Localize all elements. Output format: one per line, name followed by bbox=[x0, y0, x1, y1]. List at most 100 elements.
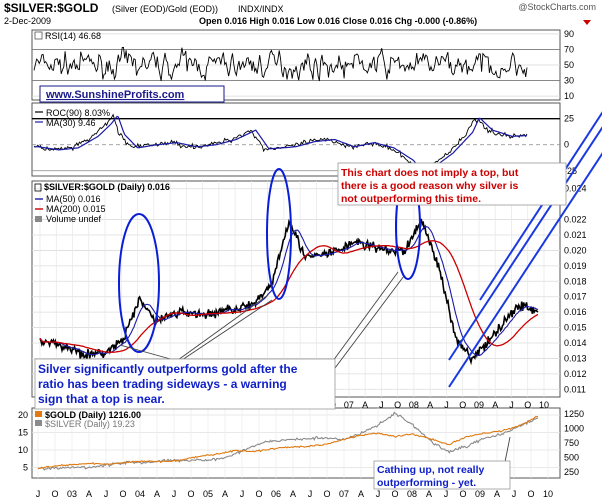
rsi-tick-label: 90 bbox=[564, 29, 574, 39]
bottom-x-label: 03 bbox=[67, 489, 77, 499]
price-tick-label: 0.019 bbox=[564, 261, 587, 271]
bottom-x-label: J bbox=[376, 489, 381, 499]
bottom-x-label: J bbox=[104, 489, 109, 499]
annotation-box-bottom bbox=[373, 460, 511, 490]
price-line bbox=[39, 218, 539, 366]
bottom-x-label: J bbox=[172, 489, 177, 499]
highlight-ellipse-2006 bbox=[266, 168, 292, 300]
roc-tick-label: 25 bbox=[564, 114, 574, 124]
annotation-mid-line2: ratio has been trading sideways - a warn… bbox=[38, 377, 287, 391]
price-legend-swatch bbox=[34, 183, 42, 192]
bottom-x-label: A bbox=[154, 489, 160, 499]
rsi-legend-swatch bbox=[34, 31, 43, 40]
price-x-label: A bbox=[492, 400, 498, 410]
bottom-x-label: O bbox=[119, 489, 126, 499]
gold-silver-series-group bbox=[37, 411, 539, 471]
channel-line-lower bbox=[448, 152, 602, 388]
rsi-series bbox=[33, 46, 528, 82]
bottom-x-label: A bbox=[426, 489, 432, 499]
pointer-line bbox=[334, 275, 405, 369]
chart-symbol: $SILVER:$GOLD bbox=[4, 1, 99, 15]
gold-axis-label: 750 bbox=[564, 438, 579, 448]
annotation-top-line2: there is a good reason why silver is bbox=[341, 180, 519, 192]
price-x-label: 09 bbox=[474, 400, 484, 410]
bottom-x-label: 06 bbox=[271, 489, 281, 499]
volume-legend-swatch bbox=[35, 216, 42, 222]
pointer-line bbox=[119, 344, 175, 361]
silver-legend: $SILVER (Daily) 19.23 bbox=[45, 419, 135, 429]
price-tick-label: 0.013 bbox=[564, 353, 587, 363]
roc-ma-line bbox=[34, 115, 528, 175]
pointer-line bbox=[181, 299, 273, 361]
gold-axis-label: 1000 bbox=[564, 423, 584, 433]
ma200-line bbox=[39, 240, 539, 353]
price-x-label: O bbox=[394, 400, 401, 410]
price-x-label: J bbox=[379, 400, 384, 410]
annotation-bottom-line1: Cathing up, not really bbox=[377, 464, 484, 476]
volume-legend: Volume undef bbox=[46, 214, 102, 224]
price-tick-label: 0.017 bbox=[564, 292, 587, 302]
price-x-label: A bbox=[427, 400, 433, 410]
highlight-ellipse-2004 bbox=[118, 213, 160, 353]
bottom-x-label: O bbox=[187, 489, 194, 499]
price-tick-label: 0.024 bbox=[564, 184, 587, 194]
stockcharts-watermark: @StockCharts.com bbox=[518, 2, 596, 12]
rsi-line bbox=[33, 46, 528, 82]
down-arrow-icon bbox=[583, 20, 591, 25]
rsi-legend: RSI(14) 46.68 bbox=[45, 31, 101, 41]
bottom-x-label: J bbox=[444, 489, 449, 499]
annotation-top-line1: This chart does not imply a top, but bbox=[341, 167, 519, 179]
price-tick-label: 0.015 bbox=[564, 323, 587, 333]
website-link[interactable]: www.SunshineProfits.com bbox=[45, 89, 185, 101]
roc-tick-label: -25 bbox=[564, 166, 577, 176]
bottom-x-label: O bbox=[391, 489, 398, 499]
channel-line-mid bbox=[448, 126, 602, 361]
gold-legend-swatch bbox=[35, 411, 42, 417]
annotation-bottom-line2: outperforming - yet. bbox=[377, 477, 476, 489]
bottom-x-label: A bbox=[222, 489, 228, 499]
price-tick-label: 0.016 bbox=[564, 307, 587, 317]
price-x-label: O bbox=[524, 400, 531, 410]
chart-description: (Silver (EOD)/Gold (EOD)) bbox=[112, 4, 218, 14]
bottom-x-label: J bbox=[36, 489, 41, 499]
bottom-x-label: 08 bbox=[407, 489, 417, 499]
bottom-x-label: J bbox=[240, 489, 245, 499]
website-link-box[interactable] bbox=[39, 85, 225, 103]
silver-legend-swatch bbox=[35, 420, 42, 426]
annotation-top-line3: not outperforming this time. bbox=[341, 193, 481, 205]
silver-axis-label: 15 bbox=[18, 428, 28, 438]
annotation-box-top bbox=[337, 162, 567, 206]
silver-axis-label: 5 bbox=[23, 463, 28, 473]
ma200-legend: MA(200) 0.015 bbox=[46, 204, 106, 214]
gold-axis-label: 1250 bbox=[564, 409, 584, 419]
price-x-label: 08 bbox=[409, 400, 419, 410]
price-x-label: O bbox=[459, 400, 466, 410]
price-tick-label: 0.020 bbox=[564, 245, 587, 255]
price-series-group bbox=[39, 218, 539, 366]
bottom-x-label: O bbox=[459, 489, 466, 499]
gold-legend: $GOLD (Daily) 1216.00 bbox=[45, 410, 141, 420]
bottom-x-label: J bbox=[512, 489, 517, 499]
bottom-x-label: O bbox=[323, 489, 330, 499]
price-x-label: 07 bbox=[344, 400, 354, 410]
bottom-x-label: 07 bbox=[339, 489, 349, 499]
bottom-x-label: A bbox=[494, 489, 500, 499]
bottom-x-label: O bbox=[51, 489, 58, 499]
gold-axis-label: 500 bbox=[564, 453, 579, 463]
bottom-x-label: 05 bbox=[203, 489, 213, 499]
price-x-label: A bbox=[362, 400, 368, 410]
chart-date: 2-Dec-2009 bbox=[4, 16, 51, 26]
chart-exchange: INDX/INDX bbox=[238, 4, 284, 14]
rsi-tick-label: 10 bbox=[564, 91, 574, 101]
bottom-x-label: 09 bbox=[475, 489, 485, 499]
gold-line bbox=[37, 415, 539, 469]
quote-line: Open 0.016 High 0.016 Low 0.016 Close 0.… bbox=[199, 16, 477, 26]
price-x-label: 10 bbox=[539, 400, 549, 410]
silver-axis-label: 20 bbox=[18, 410, 28, 420]
gold-axis-label: 250 bbox=[564, 467, 579, 477]
rsi-tick-label: 30 bbox=[564, 76, 574, 86]
roc-legend: ROC(90) 8.03% bbox=[46, 108, 110, 118]
annotation-mid-line3: sign that a top is near. bbox=[38, 392, 165, 406]
price-tick-label: 0.018 bbox=[564, 276, 587, 286]
pointer-line bbox=[329, 271, 399, 366]
